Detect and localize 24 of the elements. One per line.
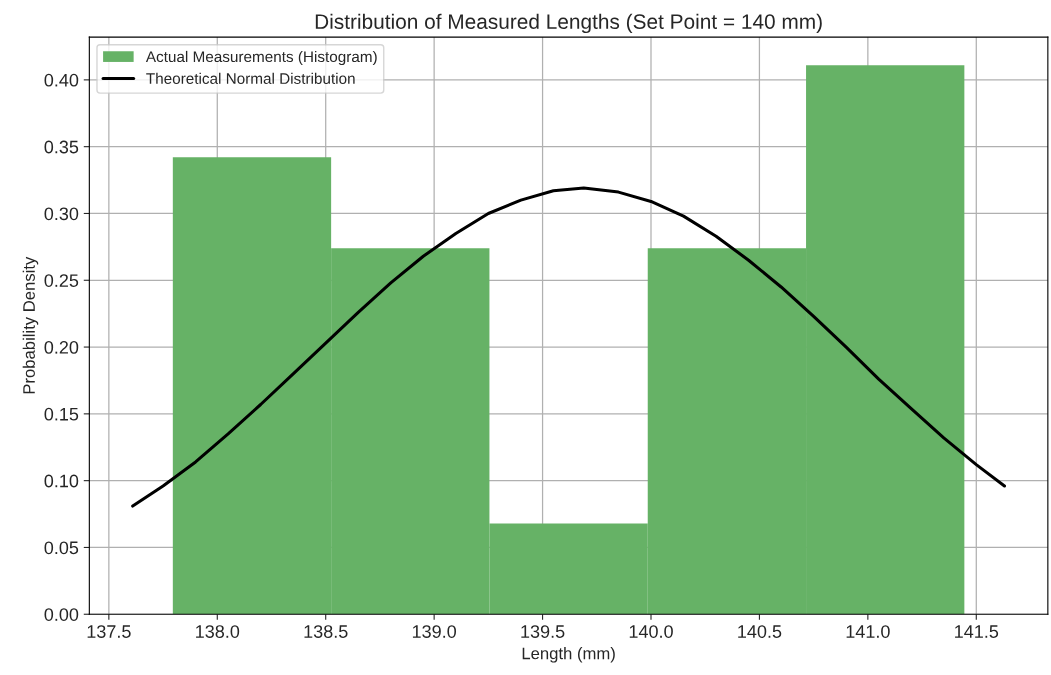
x-tick-label: 139.0 bbox=[412, 625, 457, 638]
line-series bbox=[131, 186, 1007, 508]
x-axis-title: Length (mm) bbox=[522, 647, 615, 663]
x-tick-label: 137.5 bbox=[87, 625, 131, 638]
x-tick-label: 138.5 bbox=[304, 625, 348, 638]
legend-label: Actual Measurements (Histogram) bbox=[145, 50, 377, 66]
y-tick-label: 0.35 bbox=[44, 140, 79, 154]
x-tick-label: 141.0 bbox=[846, 625, 890, 638]
x-tick-label: 141.5 bbox=[955, 625, 999, 638]
y-tick-label: 0.30 bbox=[44, 207, 79, 221]
x-tick-label: 138.0 bbox=[196, 625, 240, 638]
y-tick-label: 0.00 bbox=[44, 608, 79, 621]
x-tick-label: 140.0 bbox=[629, 625, 673, 638]
y-tick-label: 0.25 bbox=[44, 274, 79, 287]
y-tick-label: 0.40 bbox=[44, 73, 79, 87]
chart-title: Distribution of Measured Lengths (Set Point = 140 mm) bbox=[315, 13, 822, 34]
legend-label: Theoretical Normal Distribution bbox=[146, 72, 355, 84]
y-axis-title: Probability Density bbox=[22, 256, 39, 394]
y-tick-label: 0.20 bbox=[44, 341, 79, 354]
x-tick-label: 140.5 bbox=[738, 625, 782, 638]
y-tick-label: 0.10 bbox=[44, 474, 79, 488]
y-tick-label: 0.05 bbox=[44, 541, 79, 555]
y-tick-label: 0.15 bbox=[44, 407, 79, 421]
x-tick-label: 139.5 bbox=[521, 625, 565, 638]
